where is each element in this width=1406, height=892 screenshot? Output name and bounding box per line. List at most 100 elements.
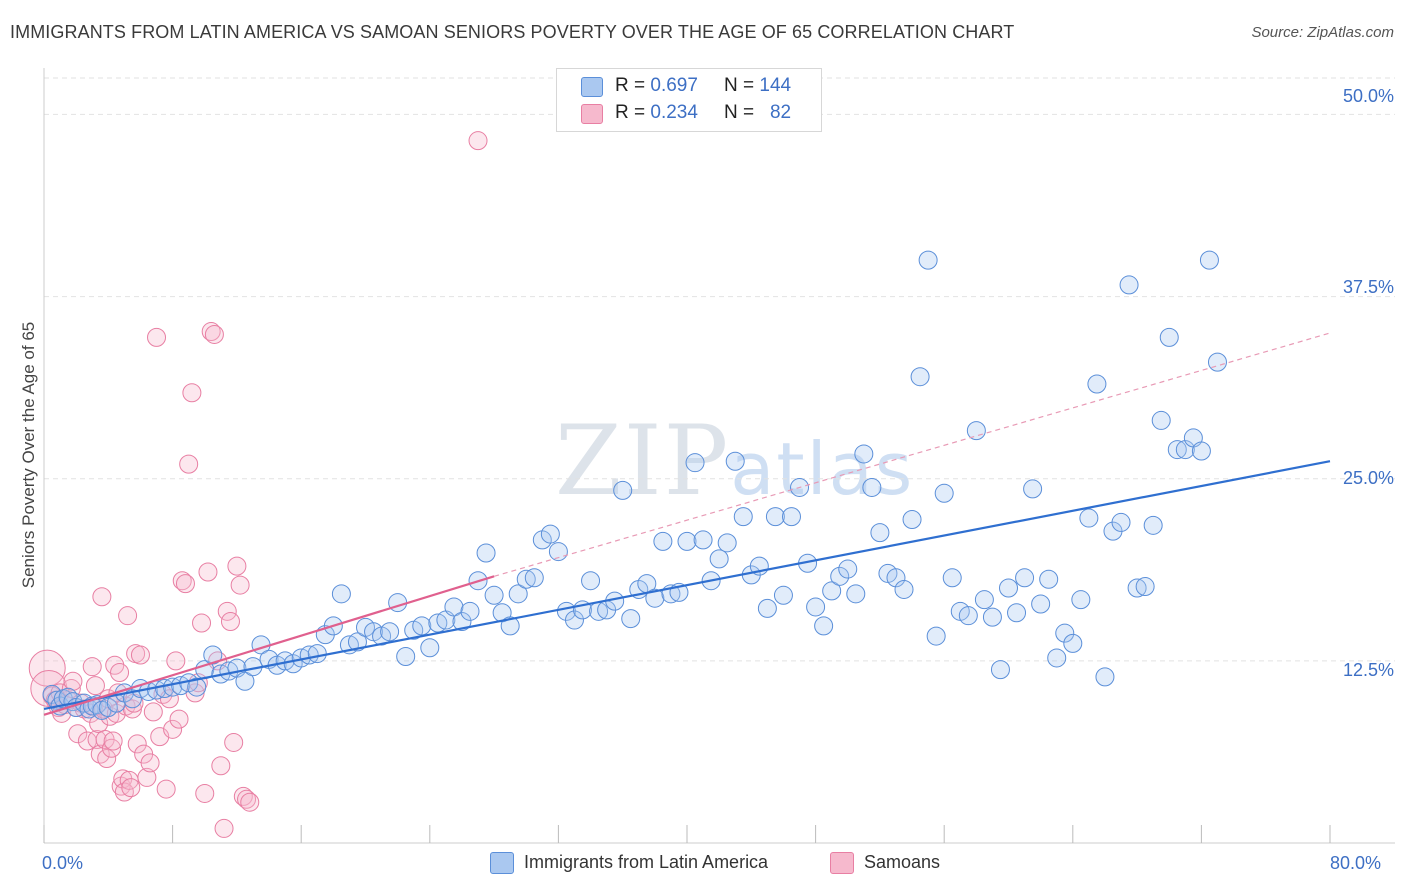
x-tick-label: 0.0% bbox=[42, 853, 84, 873]
samoan-point bbox=[166, 651, 186, 671]
n-value: 144 bbox=[759, 75, 792, 96]
latin-america-point bbox=[1127, 578, 1147, 598]
latin-america-point bbox=[830, 566, 850, 586]
samoan-point bbox=[179, 454, 199, 474]
latin-america-point bbox=[1207, 352, 1227, 372]
samoan-point bbox=[195, 783, 215, 803]
samoan-point bbox=[92, 587, 112, 607]
latin-america-point bbox=[934, 483, 954, 503]
latin-america-point bbox=[1159, 327, 1179, 347]
latin-america-point bbox=[1199, 250, 1219, 270]
n-label: N = bbox=[724, 75, 755, 96]
legend-r: R = 0.234 bbox=[615, 102, 698, 124]
y-axis-label-wrap: Seniors Poverty Over the Age of 65 bbox=[4, 0, 54, 892]
legend-n: N = 144 bbox=[724, 75, 791, 97]
samoan-point bbox=[137, 767, 157, 787]
samoan-point bbox=[172, 571, 192, 591]
latin-america-point bbox=[1071, 590, 1091, 610]
y-tick-label: 50.0% bbox=[1342, 86, 1394, 106]
legend-n: N = 82 bbox=[724, 102, 791, 124]
samoan-point bbox=[147, 327, 167, 347]
samoan-point bbox=[85, 676, 105, 696]
latin-america-point bbox=[203, 645, 223, 665]
samoan-point bbox=[217, 601, 237, 621]
latin-america-point bbox=[942, 568, 962, 588]
latin-america-point bbox=[1039, 569, 1059, 589]
latin-america-point bbox=[773, 585, 793, 605]
latin-america-point bbox=[1007, 603, 1027, 623]
latin-america-point bbox=[380, 622, 400, 642]
latin-america-point bbox=[508, 584, 528, 604]
latin-america-point bbox=[806, 597, 826, 617]
latin-america-point bbox=[862, 477, 882, 497]
latin-america-point bbox=[1143, 515, 1163, 535]
samoan-point bbox=[143, 702, 163, 722]
latin-america-point bbox=[331, 584, 351, 604]
legend-r: R = 0.697 bbox=[615, 75, 698, 97]
latin-america-point bbox=[581, 571, 601, 591]
samoan-point bbox=[224, 732, 244, 752]
source-label: Source: ZipAtlas.com bbox=[1251, 24, 1394, 41]
r-label: R = bbox=[615, 102, 646, 123]
y-tick-label: 25.0% bbox=[1342, 468, 1394, 488]
samoan-point bbox=[102, 738, 122, 758]
latin-america-point bbox=[1079, 508, 1099, 528]
latin-america-point bbox=[1175, 440, 1195, 460]
series-legend: Immigrants from Latin America Samoans bbox=[0, 852, 1406, 878]
latin-america-point bbox=[122, 689, 142, 709]
latin-america-point bbox=[1095, 667, 1115, 687]
latin-america-point bbox=[814, 616, 834, 636]
samoan-trend-extension bbox=[493, 332, 1331, 577]
r-value: 0.234 bbox=[650, 102, 698, 123]
samoan-point bbox=[156, 779, 176, 799]
latin-america-point bbox=[1087, 374, 1107, 394]
latin-america-point bbox=[484, 585, 504, 605]
watermark: ZIPatlas bbox=[555, 405, 914, 517]
latin-america-point bbox=[822, 581, 842, 601]
samoan-point bbox=[97, 748, 117, 768]
latin-america-point bbox=[982, 607, 1002, 627]
latin-america-point bbox=[974, 590, 994, 610]
latin-america-point bbox=[838, 559, 858, 579]
latin-america-point bbox=[1167, 440, 1187, 460]
latin-america-point bbox=[548, 542, 568, 562]
latin-america-point bbox=[870, 523, 890, 543]
latin-america-point bbox=[621, 609, 641, 629]
pink-swatch-icon bbox=[830, 852, 854, 875]
samoan-point bbox=[192, 613, 212, 633]
latin-america-point bbox=[709, 549, 729, 569]
latin-america-point bbox=[918, 250, 938, 270]
samoan-point bbox=[201, 322, 221, 342]
latin-america-point bbox=[540, 524, 560, 544]
watermark-zip: ZIP bbox=[555, 405, 731, 517]
latin-america-point bbox=[235, 671, 255, 691]
y-tick-label: 12.5% bbox=[1342, 660, 1394, 680]
blue-swatch-icon bbox=[581, 77, 603, 97]
latin-america-point bbox=[765, 507, 785, 527]
samoan-point bbox=[237, 789, 257, 809]
samoan-point bbox=[140, 753, 160, 773]
samoan-point bbox=[230, 575, 250, 595]
latin-america-point bbox=[854, 444, 874, 464]
latin-america-point bbox=[1119, 275, 1139, 295]
latin-america-point bbox=[460, 601, 480, 621]
n-value: 82 bbox=[769, 102, 792, 123]
samoan-point bbox=[110, 663, 130, 683]
latin-america-point bbox=[926, 626, 946, 646]
samoan-point bbox=[28, 649, 66, 687]
latin-america-point bbox=[1151, 410, 1171, 430]
latin-america-point bbox=[902, 510, 922, 530]
legend-item-samoans: Samoans bbox=[830, 852, 940, 875]
latin-america-point bbox=[396, 646, 416, 666]
samoan-point bbox=[163, 719, 183, 739]
latin-america-point bbox=[717, 533, 737, 553]
latin-america-point bbox=[725, 451, 745, 471]
latin-america-point bbox=[187, 677, 207, 697]
samoan-point bbox=[130, 645, 150, 665]
legend-item-latin-america: Immigrants from Latin America bbox=[490, 852, 768, 875]
latin-america-point bbox=[781, 507, 801, 527]
y-tick-label: 37.5% bbox=[1342, 277, 1394, 297]
latin-america-point bbox=[1047, 648, 1067, 668]
pink-swatch-icon bbox=[581, 104, 603, 124]
latin-america-point bbox=[894, 579, 914, 599]
